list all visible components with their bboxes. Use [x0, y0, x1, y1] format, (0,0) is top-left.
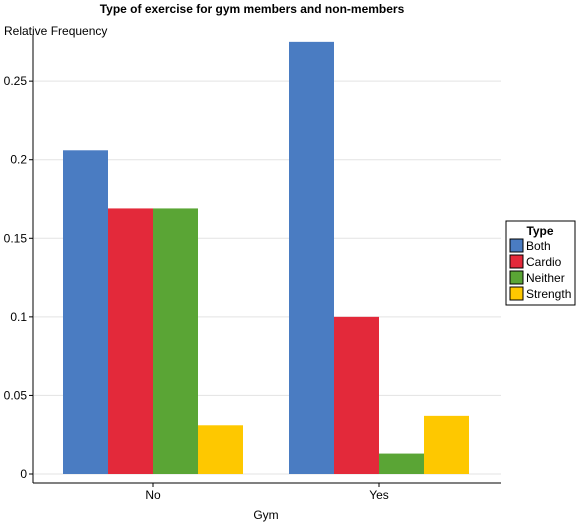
bar-strength-yes [424, 415, 469, 474]
bars [63, 41, 469, 475]
bar-cardio-no [108, 208, 153, 474]
legend-label-neither: Neither [526, 271, 565, 285]
legend-label-cardio: Cardio [526, 255, 562, 269]
y-tick-label: 0.15 [4, 231, 28, 245]
x-tick-label: Yes [369, 488, 389, 502]
bar-neither-yes [379, 453, 424, 474]
legend-label-strength: Strength [526, 287, 571, 301]
legend-label-both: Both [526, 239, 551, 253]
bar-both-yes [289, 41, 334, 474]
x-axis-label: Gym [253, 508, 278, 522]
chart-title: Type of exercise for gym members and non… [100, 2, 405, 16]
legend-swatch-strength [509, 286, 524, 301]
y-tick-label: 0.1 [10, 310, 27, 324]
bar-strength-no [198, 425, 243, 474]
x-axis-ticks: No Yes [145, 483, 389, 502]
legend-title: Type [526, 224, 553, 238]
legend-swatch-both [509, 238, 524, 253]
bar-cardio-yes [334, 316, 379, 474]
legend: Type Both Cardio Neither Strength [505, 220, 576, 306]
y-tick-label: 0.25 [4, 74, 28, 88]
legend-swatch-cardio [509, 254, 524, 269]
y-tick-label: 0 [20, 467, 27, 481]
y-tick-label: 0.05 [4, 388, 28, 402]
bar-both-no [63, 150, 108, 475]
y-tick-label: 0.2 [10, 153, 27, 167]
x-tick-label: No [145, 488, 161, 502]
bar-neither-no [153, 208, 198, 474]
y-axis-ticks: 0 0.05 0.1 0.15 0.2 0.25 [4, 74, 33, 481]
y-axis-label: Relative Frequency [4, 24, 107, 38]
legend-swatch-neither [509, 270, 524, 285]
